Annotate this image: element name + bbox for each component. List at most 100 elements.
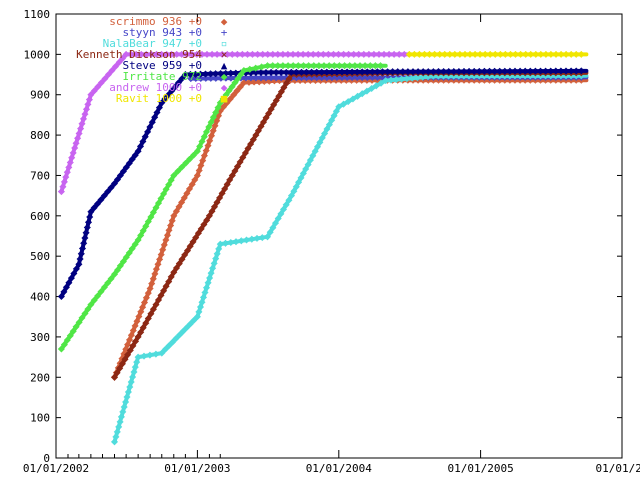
legend-marker: ▫ [221, 37, 228, 50]
data-point [313, 68, 321, 76]
legend-label: styyn 943 +0 [123, 26, 202, 39]
data-point [168, 217, 176, 225]
data-point [183, 50, 191, 58]
data-point [239, 153, 247, 162]
data-point [188, 50, 196, 58]
legend: scrimmo 936 +0 ◆ styyn 943 +0 + NalaBear 947… [76, 15, 228, 105]
data-point [110, 438, 119, 446]
data-point [220, 103, 228, 111]
data-point [547, 67, 555, 75]
data-point [128, 245, 136, 253]
data-point [140, 352, 148, 360]
data-point [175, 260, 183, 268]
data-point [126, 346, 134, 354]
data-point [111, 62, 120, 71]
data-point [119, 257, 127, 266]
data-point [259, 118, 268, 126]
data-point [191, 176, 199, 184]
data-point [338, 68, 346, 76]
data-point [332, 107, 340, 115]
series-line [112, 73, 589, 444]
data-point [274, 50, 282, 58]
data-point [159, 246, 167, 254]
data-point [201, 70, 210, 78]
data-point [289, 50, 297, 58]
data-point [501, 67, 509, 75]
data-point [188, 180, 196, 188]
data-point [149, 275, 157, 283]
data-point [69, 149, 77, 157]
data-point [233, 50, 241, 58]
data-point [193, 50, 201, 58]
data-point [353, 68, 361, 76]
data-point [249, 136, 257, 144]
data-point [537, 50, 545, 58]
data-point [321, 129, 329, 138]
data-point [94, 83, 102, 91]
data-point [225, 87, 233, 95]
data-point [339, 100, 348, 108]
data-point [63, 336, 71, 344]
series-line [59, 68, 589, 299]
data-point [349, 95, 357, 103]
data-point [175, 79, 183, 87]
data-point [436, 50, 444, 58]
data-point [390, 50, 398, 58]
data-point [280, 83, 288, 92]
data-point [297, 174, 305, 182]
data-point [139, 137, 147, 146]
data-point [165, 226, 173, 234]
data-point [532, 50, 540, 58]
data-point [267, 105, 275, 113]
data-point [170, 268, 178, 276]
data-point [542, 50, 550, 58]
data-point [313, 143, 322, 151]
x-tick-label: 01/01/20 [596, 462, 640, 475]
data-point [170, 212, 178, 220]
data-point [526, 67, 534, 75]
data-point [142, 50, 150, 58]
data-point [413, 74, 421, 82]
data-point [110, 270, 119, 278]
data-point [209, 127, 217, 135]
data-point [134, 353, 142, 361]
data-point [122, 163, 130, 171]
data-point [60, 288, 68, 296]
data-point [338, 73, 346, 82]
data-point [246, 65, 254, 73]
data-point [387, 76, 395, 84]
data-point [113, 175, 122, 184]
data-point [66, 332, 74, 340]
data-point [131, 363, 139, 371]
data-point [90, 296, 98, 304]
data-point [163, 50, 171, 58]
data-point [392, 76, 400, 84]
data-point [69, 327, 77, 335]
data-point [400, 50, 408, 58]
data-point [577, 50, 585, 58]
data-point [77, 250, 85, 258]
data-point [356, 62, 364, 70]
data-point [175, 203, 183, 211]
data-point [81, 234, 89, 242]
data-point [67, 274, 75, 282]
data-point [282, 68, 290, 76]
data-point [137, 328, 145, 336]
data-point [151, 113, 159, 121]
data-point [486, 50, 494, 58]
data-point [142, 222, 150, 230]
data-point [253, 234, 261, 242]
data-point [284, 50, 292, 58]
data-point [552, 50, 560, 58]
data-point [360, 50, 368, 58]
data-point [562, 50, 570, 58]
data-point [318, 134, 326, 142]
data-point [567, 67, 575, 75]
data-point [149, 305, 157, 313]
data-point [237, 70, 245, 79]
data-point [335, 103, 343, 111]
data-point [110, 373, 119, 381]
data-point [172, 264, 181, 272]
data-point [100, 192, 108, 200]
data-point [205, 123, 213, 131]
